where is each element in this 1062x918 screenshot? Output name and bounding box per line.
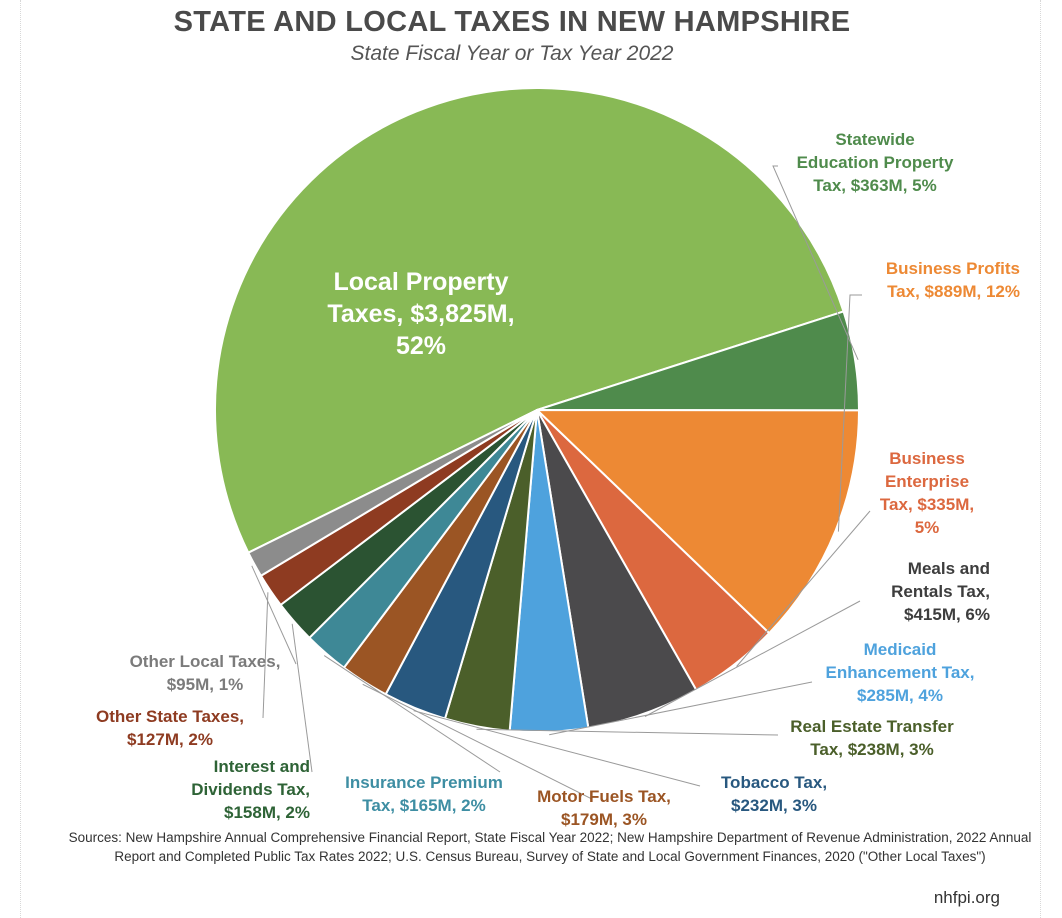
- slice-label-line: Tax, $889M, 12%: [887, 282, 1020, 301]
- frame-border-right: [1040, 0, 1041, 918]
- slice-label-statewide-education: Statewide Education Property Tax, $363M,…: [780, 128, 970, 197]
- slice-label-other-local: Other Local Taxes, $95M, 1%: [105, 650, 305, 696]
- slice-label-tobacco: Tobacco Tax, $232M, 3%: [698, 771, 850, 817]
- slice-label-motor-fuels: Motor Fuels Tax, $179M, 3%: [515, 785, 693, 831]
- leader-line-interest-dividends: [291, 623, 313, 773]
- slice-label-medicaid-enhancement: Medicaid Enhancement Tax, $285M, 4%: [800, 638, 1000, 707]
- slice-label-line: Rentals Tax,: [891, 582, 990, 601]
- slice-label-line: Education Property: [796, 153, 954, 172]
- pie-slice-business-profits: [536, 409, 860, 635]
- slice-label-line: Medicaid: [863, 640, 937, 659]
- chart-title: STATE AND LOCAL TAXES IN NEW HAMPSHIRE: [173, 6, 851, 38]
- leader-line-statewide-education: [772, 165, 859, 361]
- slice-label-line: Tax, $165M, 2%: [362, 796, 486, 815]
- slice-label-line: Business: [889, 449, 965, 468]
- slice-label-line: $415M, 6%: [904, 605, 990, 624]
- slice-label-interest-dividends: Interest and Dividends Tax, $158M, 2%: [160, 755, 310, 824]
- slice-label-real-estate-transfer: Real Estate Transfer Tax, $238M, 3%: [772, 715, 972, 761]
- pie-slice-other-local: [247, 409, 538, 577]
- slice-label-line: Meals and: [907, 559, 990, 578]
- slice-label-other-state: Other State Taxes, $127M, 2%: [70, 705, 270, 751]
- slice-label-line: Local Property: [333, 268, 509, 296]
- leader-line-meals-rentals: [644, 600, 861, 717]
- slice-label-line: $127M, 2%: [127, 730, 213, 749]
- slice-label-line: Tax, $363M, 5%: [813, 176, 937, 195]
- slice-label-line: Motor Fuels Tax,: [537, 787, 671, 806]
- frame-border-left: [20, 0, 21, 918]
- slice-label-meals-rentals: Meals and Rentals Tax, $415M, 6%: [860, 557, 990, 626]
- leader-line-other-local: [251, 565, 297, 665]
- leader-line-business-enterprise: [736, 510, 871, 667]
- leader-line-insurance-premium: [323, 655, 501, 773]
- leader-line-business-profits: [837, 294, 862, 532]
- slice-label-line: Other State Taxes,: [95, 707, 245, 726]
- slice-label-line: $95M, 1%: [166, 675, 244, 694]
- leader-line-real-estate-transfer: [476, 728, 779, 736]
- leader-line-tobacco: [413, 710, 701, 787]
- slice-label-line: Enterprise: [884, 472, 970, 491]
- source-credit: nhfpi.org: [933, 888, 1000, 907]
- slice-label-line: Statewide: [835, 130, 915, 149]
- pie-slice-local-property: [214, 87, 845, 554]
- leader-line-motor-fuels: [362, 683, 593, 801]
- slice-label-line: Taxes, $3,825M,: [327, 300, 515, 328]
- sources-note: Sources: New Hampshire Annual Comprehens…: [68, 830, 1032, 864]
- slice-label-line: Enhancement Tax,: [825, 663, 975, 682]
- slice-label-business-enterprise: Business Enterprise Tax, $335M, 5%: [872, 447, 982, 539]
- slice-label-line: $285M, 4%: [857, 686, 943, 705]
- slice-label-line: Tobacco Tax,: [720, 773, 828, 792]
- slice-label-line: $232M, 3%: [731, 796, 817, 815]
- slice-label-line: Dividends Tax,: [191, 780, 310, 799]
- slice-label-insurance-premium: Insurance Premium Tax, $165M, 2%: [325, 771, 523, 817]
- slice-label-line: Other Local Taxes,: [129, 652, 281, 671]
- slice-label-line: Business Profits: [885, 259, 1020, 278]
- slice-label-line: 52%: [395, 332, 447, 360]
- leader-line-other-state: [262, 592, 269, 719]
- slice-label-line: $179M, 3%: [561, 810, 647, 829]
- slice-label-line: Interest and: [213, 757, 310, 776]
- slice-label-line: $158M, 2%: [224, 803, 310, 822]
- slice-label-line: Real Estate Transfer: [790, 717, 954, 736]
- leader-line-medicaid-enhancement: [549, 681, 813, 736]
- slice-label-line: Tax, $238M, 3%: [810, 740, 934, 759]
- slice-label-line: 5%: [914, 518, 940, 537]
- slice-label-local-property: Local Property Taxes, $3,825M, 52%: [290, 266, 552, 362]
- slice-label-line: Tax, $335M,: [879, 495, 975, 514]
- slice-label-business-profits: Business Profits Tax, $889M, 12%: [840, 257, 1020, 303]
- slice-label-line: Insurance Premium: [345, 773, 503, 792]
- chart-subtitle: State Fiscal Year or Tax Year 2022: [350, 42, 674, 65]
